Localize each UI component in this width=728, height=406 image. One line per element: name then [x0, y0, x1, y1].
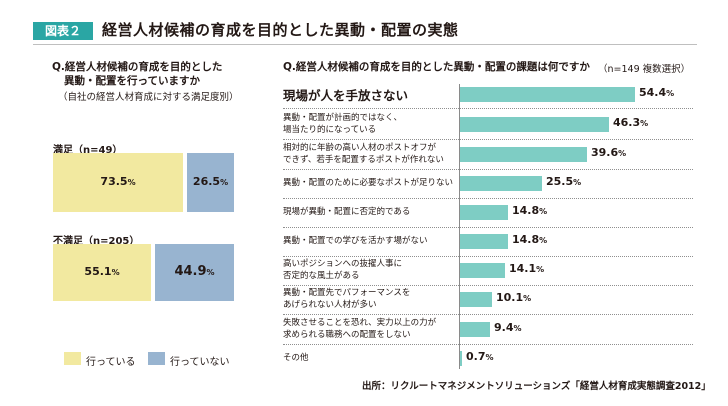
- bar-value-label-unit: %: [111, 267, 120, 277]
- bar-value-label: 73.5%: [100, 174, 136, 188]
- source-note: 出所：リクルートマネジメントソリューションズ「経営人材育成実態調査2012」: [362, 381, 711, 392]
- category-label: その他: [283, 352, 309, 364]
- category-label: 高いポジションへの抜擢人事に 否定的な風土がある: [283, 258, 402, 282]
- bar-value-label-unit: %: [539, 236, 548, 245]
- bar-value-label-unit: %: [666, 89, 675, 98]
- row-divider: [283, 169, 693, 170]
- bar-value-label: 10.1%: [496, 291, 532, 304]
- category-label: 失敗させることを恐れ、実力以上の力が 求められる職務への配置をしない: [283, 317, 436, 341]
- category-label-line: 否定的な風土がある: [283, 271, 360, 281]
- left-question-line-1: Q.経営人材候補の育成を目的とした: [52, 61, 223, 73]
- category-label-line: 相対的に年齢の高い人材のポストオフが: [283, 143, 437, 153]
- right-question: Q.経営人材候補の育成を目的とした異動・配置の課題は何ですか: [283, 61, 590, 73]
- bar-value-label: 9.4%: [494, 321, 522, 334]
- bar-value-label: 14.8%: [512, 204, 548, 217]
- legend-swatch-yes: [64, 352, 81, 365]
- bar-value-label-unit: %: [536, 265, 545, 274]
- bar-value-label-unit: %: [513, 324, 522, 333]
- row-divider: [283, 227, 693, 228]
- bar-value-label-unit: %: [485, 353, 494, 362]
- category-label-line: 現場が異動・配置に否定的である: [283, 207, 411, 217]
- bar: [460, 262, 505, 278]
- bar: [460, 146, 587, 162]
- bar-segment-no: [155, 244, 234, 301]
- bar-value-label: 54.4%: [639, 86, 675, 99]
- bar: [460, 350, 462, 366]
- category-label: 異動・配置のために必要なポストが足りない: [283, 177, 453, 189]
- category-label: 現場が人を手放さない: [283, 88, 409, 103]
- category-label: 異動・配置での学びを活かす場がない: [283, 235, 428, 247]
- bar-value-label-unit: %: [618, 149, 627, 158]
- figure-title: 経営人材候補の育成を目的とした異動・配置の実態: [102, 21, 459, 39]
- category-label-line: 異動・配置が計画的ではなく、: [283, 113, 403, 123]
- row-divider: [283, 344, 693, 345]
- bar-value-label-unit: %: [127, 177, 136, 187]
- category-label: 異動・配置先でパフォーマンスを あげられない人材が多い: [283, 287, 410, 311]
- legend-label-yes: 行っている: [86, 357, 136, 368]
- category-label: 現場が異動・配置に否定的である: [283, 206, 410, 218]
- bar: [460, 204, 508, 220]
- row-divider: [283, 108, 693, 109]
- category-label-line: 異動・配置のために必要なポストが足りない: [283, 178, 454, 188]
- row-divider: [283, 256, 693, 257]
- group-label: 不満足（n=205）: [53, 236, 140, 247]
- category-label-line: 高いポジションへの抜擢人事に: [283, 259, 403, 269]
- bar-segment-yes: [53, 153, 183, 212]
- bar: [460, 233, 508, 249]
- bar-value-label: 46.3%: [613, 116, 649, 129]
- category-label-line: 異動・配置での学びを活かす場がない: [283, 236, 428, 246]
- bar-value-label-unit: %: [539, 207, 548, 216]
- bar-value-label-unit: %: [640, 119, 649, 128]
- bar: [460, 291, 492, 307]
- category-label-line: 異動・配置先でパフォーマンスを: [283, 288, 411, 298]
- bar-value-label: 26.5%: [192, 174, 229, 188]
- bar-value-label-unit: %: [573, 178, 582, 187]
- category-label-line: 失敗させることを恐れ、実力以上の力が: [283, 318, 437, 328]
- category-label: 相対的に年齢の高い人材のポストオフが できず、若手を配置するポストが作れない: [283, 142, 444, 166]
- bar-value-label-unit: %: [206, 267, 215, 277]
- bar-value-label: 55.1%: [84, 264, 120, 278]
- category-label-line: その他: [283, 353, 309, 363]
- right-question-note: （n=149 複数選択）: [598, 64, 691, 75]
- bar-value-label: 14.8%: [512, 233, 548, 246]
- category-label-line: できず、若手を配置するポストが作れない: [283, 155, 444, 165]
- bar: [460, 86, 635, 102]
- bar: [460, 175, 542, 191]
- category-label-line: 場当たり的になっている: [283, 125, 377, 135]
- category-label-line: あげられない人材が多い: [283, 300, 377, 310]
- row-divider: [283, 198, 693, 199]
- bar-value-label: 39.6%: [591, 146, 627, 159]
- category-label-line: 求められる職務への配置をしない: [283, 330, 411, 340]
- bar: [460, 321, 490, 337]
- group-label: 満足（n=49）: [53, 145, 123, 156]
- legend-label-no: 行っていない: [170, 357, 230, 368]
- title-divider: [33, 44, 697, 45]
- row-divider: [283, 139, 693, 140]
- bar-segment-no: [187, 153, 234, 212]
- category-axis: [459, 84, 460, 369]
- bar-value-label: 0.7%: [466, 350, 494, 363]
- category-label: 異動・配置が計画的ではなく、 場当たり的になっている: [283, 112, 402, 136]
- row-divider: [283, 285, 693, 286]
- legend-swatch-no: [148, 352, 165, 365]
- bar-value-label-unit: %: [523, 294, 532, 303]
- bar-segment-yes: [53, 244, 151, 301]
- left-question-line-2: 異動・配置を行っていますか: [64, 75, 200, 87]
- figure-badge: 図表２: [33, 22, 93, 40]
- bar-value-label-unit: %: [220, 177, 229, 187]
- bar-value-label: 25.5%: [546, 175, 582, 188]
- bar-value-label: 44.9%: [174, 263, 215, 279]
- row-divider: [283, 314, 693, 315]
- bar-value-label: 14.1%: [509, 262, 545, 275]
- left-question-note: （自社の経営人材育成に対する満足度別）: [58, 92, 239, 103]
- bar: [460, 116, 609, 132]
